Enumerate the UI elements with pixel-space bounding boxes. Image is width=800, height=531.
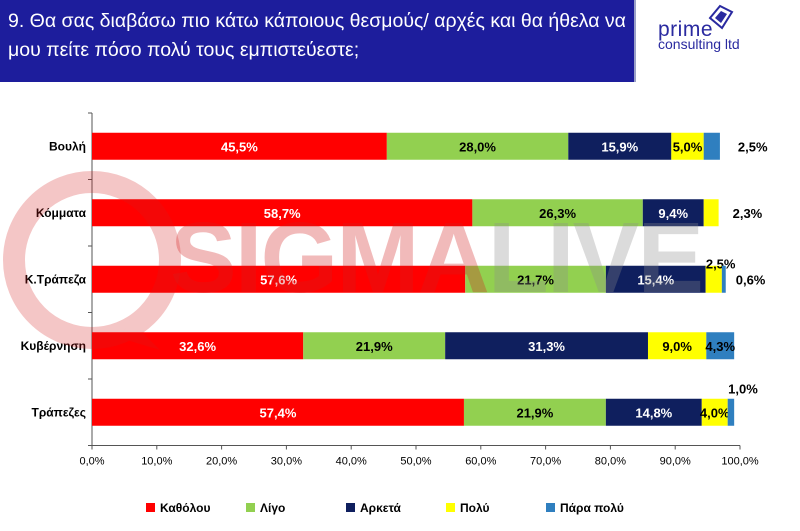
data-label: 2,3%	[733, 206, 763, 221]
legend-swatch	[546, 503, 555, 512]
bar-segment	[721, 265, 726, 293]
data-label: 4,3%	[705, 339, 735, 354]
legend-label: Πάρα πολύ	[560, 501, 624, 515]
bar-segment	[703, 199, 719, 227]
bar-segment	[671, 132, 704, 160]
x-tick-label: 10,0%	[141, 456, 172, 468]
title-banner: 9. Θα σας διαβάσω πιο κάτω κάποιους θεσμ…	[0, 0, 636, 82]
question-title: 9. Θα σας διαβάσω πιο κάτω κάποιους θεσμ…	[8, 10, 626, 61]
data-label: 15,4%	[637, 272, 674, 287]
logo-line-1: prime	[658, 18, 714, 41]
bar-segment	[642, 199, 704, 227]
data-label: 14,8%	[635, 405, 672, 420]
bar-segment	[92, 132, 387, 160]
data-label: 15,9%	[601, 139, 638, 154]
category-label: Βουλή	[49, 139, 86, 153]
bar-segment	[92, 332, 304, 360]
category-label: Κόμματα	[36, 206, 87, 220]
legend-label: Λίγο	[260, 501, 285, 515]
data-label: 28,0%	[459, 139, 496, 154]
bar-segment	[465, 265, 606, 293]
bar-segment	[472, 199, 643, 227]
x-tick-label: 0,0%	[79, 456, 104, 468]
legend-swatch	[446, 503, 455, 512]
x-tick-label: 100,0%	[721, 456, 759, 468]
legend-label: Πολύ	[460, 501, 489, 515]
data-label: 9,4%	[658, 206, 688, 221]
bar-segment	[568, 132, 672, 160]
bar-segment	[703, 132, 720, 160]
bar-segment	[705, 265, 722, 293]
bar-segment	[605, 265, 706, 293]
bar-segment	[647, 332, 707, 360]
legend-swatch	[146, 503, 155, 512]
bar-segment	[463, 398, 606, 426]
data-label: 45,5%	[221, 139, 258, 154]
x-tick-label: 70,0%	[530, 456, 561, 468]
legend-swatch	[346, 503, 355, 512]
x-tick-label: 20,0%	[206, 456, 237, 468]
bar-segment	[92, 265, 466, 293]
data-label: 0,6%	[736, 272, 766, 287]
legend-label: Καθόλου	[160, 501, 210, 515]
category-label: Κ.Τράπεζα	[25, 272, 87, 286]
data-label: 2,5%	[706, 256, 736, 271]
bar-segment	[701, 398, 728, 426]
bar-segment	[445, 332, 648, 360]
bar-segment	[92, 398, 464, 426]
data-label: 21,9%	[516, 405, 553, 420]
bar-segment	[605, 398, 702, 426]
data-label: 57,6%	[260, 272, 297, 287]
x-tick-label: 40,0%	[336, 456, 367, 468]
bar-segment	[386, 132, 569, 160]
logo-line-2: consulting ltd	[658, 36, 740, 52]
category-label: Τράπεζες	[32, 405, 86, 419]
prime-consulting-logo: prime consulting ltd	[652, 4, 792, 52]
data-label: 21,7%	[517, 272, 554, 287]
data-label: 31,3%	[528, 339, 565, 354]
x-tick-label: 90,0%	[660, 456, 691, 468]
bar-segment	[92, 199, 473, 227]
data-label: 4,0%	[700, 405, 730, 420]
x-tick-label: 60,0%	[465, 456, 496, 468]
data-label: 5,0%	[673, 139, 703, 154]
data-label: 26,3%	[539, 206, 576, 221]
data-label: 32,6%	[179, 339, 216, 354]
x-tick-label: 30,0%	[271, 456, 302, 468]
data-label: 21,9%	[356, 339, 393, 354]
legend-label: Αρκετά	[360, 501, 401, 515]
x-tick-label: 80,0%	[595, 456, 626, 468]
category-label: Κυβέρνηση	[21, 339, 86, 353]
data-label: 9,0%	[662, 339, 692, 354]
bar-segment	[706, 332, 735, 360]
bar-segment	[727, 398, 735, 426]
legend-swatch	[246, 503, 255, 512]
data-label: 2,5%	[738, 139, 768, 154]
x-tick-label: 50,0%	[400, 456, 431, 468]
data-label: 1,0%	[728, 381, 758, 396]
logo-diamond-icon	[708, 4, 734, 30]
data-label: 57,4%	[260, 405, 297, 420]
bar-segment	[303, 332, 446, 360]
data-label: 58,7%	[264, 206, 301, 221]
